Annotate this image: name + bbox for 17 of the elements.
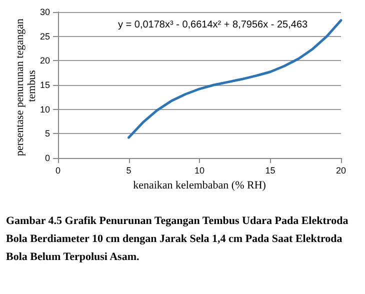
y-tick-label: 25 — [40, 31, 50, 42]
x-tick-label: 20 — [336, 166, 346, 176]
y-tick-label: 10 — [40, 104, 50, 114]
y-tick-label: 20 — [40, 56, 50, 66]
x-tick-label: 5 — [126, 166, 132, 176]
x-axis-title: kenaikan kelembaban (% RH) — [133, 180, 266, 192]
y-tick-label: 5 — [44, 128, 50, 139]
y-tick-label: 30 — [40, 7, 50, 17]
y-tick-label: 0 — [44, 153, 50, 163]
x-tick-label: 10 — [194, 166, 205, 176]
x-tick-label: 0 — [55, 166, 61, 176]
text: Gambar 4.5 Grafik Penurunan Tegangan Tembus Udara Pada Elektroda Bola Berdiameter 10 cm dengan Jarak Sela 1,4 cm Pada Saat Elektroda Bola Belum Terpolusi Asam. — [6, 215, 351, 263]
y-axis-title: persentase penurunan tegangan tembus — [14, 16, 38, 156]
annotation: y = 0,0178x³ - 0,6614x² + 8,7956x - 25,463 — [118, 20, 308, 30]
x-tick-label: 15 — [265, 166, 276, 176]
y-tick-label: 15 — [40, 80, 50, 90]
line-series — [128, 19, 342, 139]
